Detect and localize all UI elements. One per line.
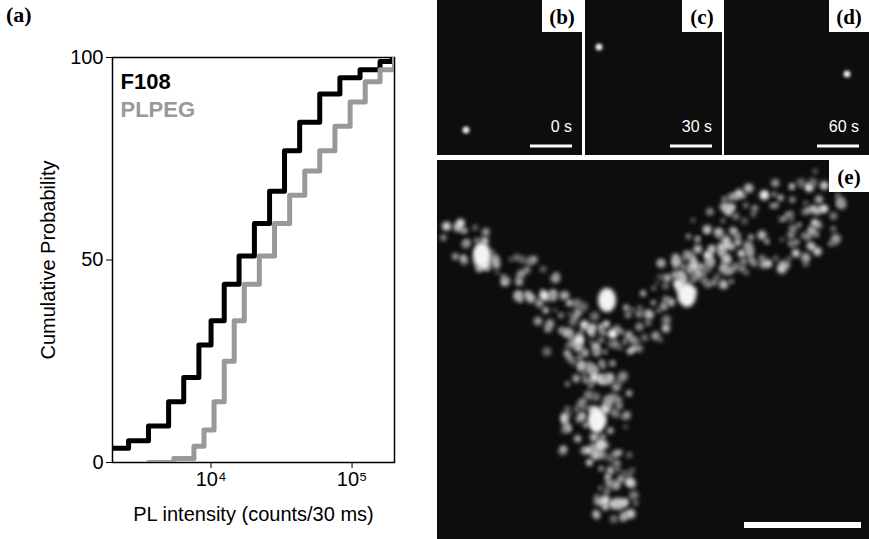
svg-text:50: 50 bbox=[81, 248, 103, 270]
svg-text:(c): (c) bbox=[690, 5, 713, 29]
svg-text:30 s: 30 s bbox=[682, 118, 712, 135]
svg-text:Cumulative Probability: Cumulative Probability bbox=[37, 161, 59, 360]
svg-text:(d): (d) bbox=[836, 5, 862, 29]
svg-text:(e): (e) bbox=[837, 165, 860, 189]
svg-text:0 s: 0 s bbox=[551, 118, 572, 135]
svg-text:PL intensity (counts/30 ms): PL intensity (counts/30 ms) bbox=[133, 503, 373, 525]
svg-text:PLPEG: PLPEG bbox=[121, 97, 196, 122]
svg-text:0: 0 bbox=[92, 451, 103, 473]
html-text:(a): (a) bbox=[6, 2, 32, 27]
svg-text:F108: F108 bbox=[121, 69, 171, 94]
svg-text:10⁵: 10⁵ bbox=[337, 468, 368, 490]
svg-text:(b): (b) bbox=[549, 5, 575, 29]
svg-text:100: 100 bbox=[70, 46, 103, 68]
svg-text:10⁴: 10⁴ bbox=[196, 468, 227, 490]
svg-text:60 s: 60 s bbox=[829, 118, 859, 135]
